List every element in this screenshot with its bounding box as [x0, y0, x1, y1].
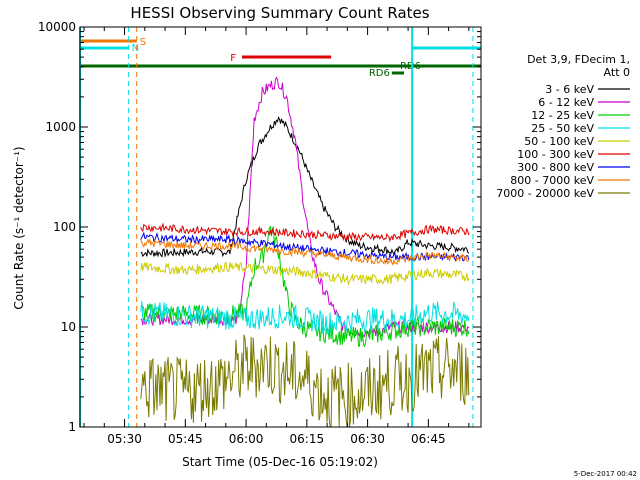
- x-tick-label: 05:45: [168, 432, 203, 446]
- x-tick-label: 06:15: [290, 432, 325, 446]
- y-tick-label: 10: [61, 320, 76, 334]
- legend-label: 12 - 25 keV: [531, 109, 594, 122]
- legend-label: 300 - 800 keV: [517, 161, 594, 174]
- series-line: [140, 222, 470, 243]
- series-line: [140, 260, 470, 286]
- legend-label: 7000 - 20000 keV: [496, 187, 594, 200]
- x-tick-label: 06:30: [350, 432, 385, 446]
- axis-layer: 1 10 100 1000 10000 05:30 05:45 06:00 06:15 06:30…: [38, 20, 481, 446]
- footer-date-stamp: 5-Dec-2017 00:42: [574, 470, 637, 478]
- legend-label: 6 - 12 keV: [538, 96, 594, 109]
- series-line: [140, 301, 470, 335]
- legend-label: 100 - 300 keV: [517, 148, 594, 161]
- y-tick-label: 1000: [45, 120, 76, 134]
- y-tick-label: 1: [68, 420, 76, 434]
- flag-label: RD6: [369, 68, 390, 79]
- flags-layer: SN F RD6 RD6: [80, 37, 481, 79]
- legend-label: 3 - 6 keV: [545, 83, 594, 96]
- flag-label: N: [132, 43, 139, 54]
- legend-label: 800 - 7000 keV: [510, 174, 594, 187]
- y-tick-label: 10000: [38, 20, 76, 34]
- legend-header: Att 0: [604, 66, 630, 79]
- series-line: [140, 238, 470, 266]
- series-line: [140, 116, 470, 258]
- y-axis-label: Count Rate (s⁻¹ detector⁻¹): [12, 146, 26, 309]
- x-tick-label: 05:30: [107, 432, 142, 446]
- chart-title: HESSI Observing Summary Count Rates: [130, 4, 429, 22]
- flag-label: S: [140, 37, 146, 48]
- flag-label: F: [230, 53, 236, 64]
- legend-label: 25 - 50 keV: [531, 122, 594, 135]
- y-tick-label: 100: [53, 220, 76, 234]
- series-layer: [140, 76, 470, 428]
- x-tick-label: 06:00: [229, 432, 264, 446]
- x-axis-label: Start Time (05-Dec-16 05:19:02): [182, 455, 378, 469]
- legend-label: 50 - 100 keV: [524, 135, 594, 148]
- x-tick-label: 06:45: [411, 432, 446, 446]
- series-line: [140, 334, 470, 428]
- legend-header: Det 3,9, FDecim 1,: [527, 53, 630, 66]
- flag-label: RD6: [400, 61, 421, 72]
